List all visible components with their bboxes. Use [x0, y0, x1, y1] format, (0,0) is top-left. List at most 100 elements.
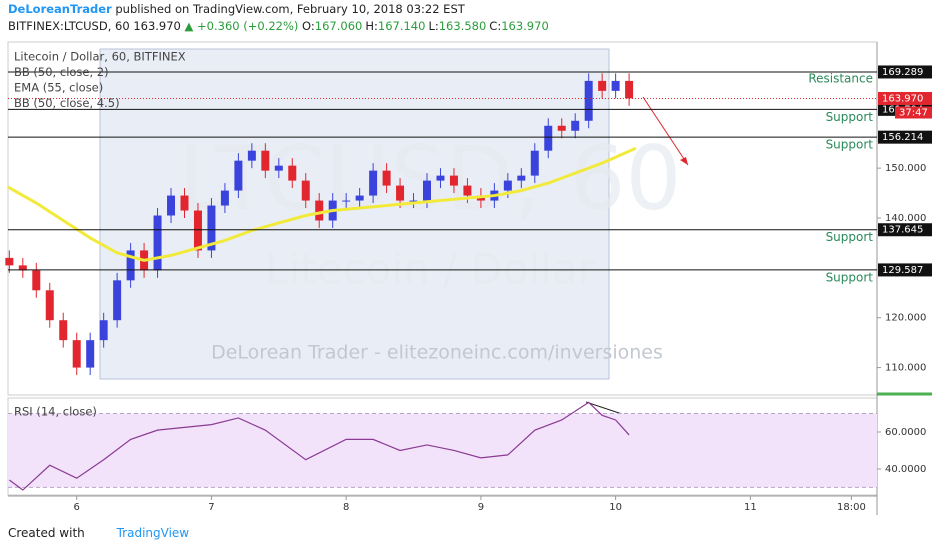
- candle-body: [315, 200, 324, 221]
- arrow: [642, 96, 689, 166]
- ohlc-value: 163.970: [501, 19, 549, 33]
- rsi-line: [8, 401, 630, 491]
- brand[interactable]: TradingView: [116, 526, 190, 540]
- candle-body: [584, 80, 593, 121]
- legend-entry: BB (50, close, 2): [14, 65, 109, 79]
- countdown-tag: [895, 106, 932, 119]
- candle-body: [355, 195, 364, 201]
- candle-body: [32, 270, 41, 291]
- y-tick-label: 40.0000: [885, 464, 926, 475]
- candle-body: [86, 340, 95, 368]
- ohlc-label: H:: [365, 19, 378, 33]
- author[interactable]: DeLoreanTrader: [8, 2, 112, 16]
- x-tick-label: 8: [343, 502, 349, 513]
- signature: DeLorean Trader - elitezoneinc.com/inver…: [211, 342, 663, 364]
- candle-body: [449, 175, 458, 186]
- price-tag: [878, 91, 932, 105]
- candle-body: [369, 170, 378, 196]
- price-tag: [878, 263, 932, 277]
- ohlc-label: C:: [489, 19, 502, 33]
- candle-body: [288, 165, 297, 181]
- candle-body: [396, 185, 405, 201]
- ohlc: O:167.060 H:167.140 L:163.580 C:163.970: [302, 19, 552, 33]
- y-tick-label: 120.000: [885, 313, 926, 324]
- x-tick-label: 10: [609, 502, 622, 513]
- y-tick-label: 60.0000: [885, 427, 926, 438]
- rsi-title: RSI (14, close): [14, 405, 97, 419]
- watermark: Litecoin / Dollar: [265, 245, 595, 294]
- y-tick-label: 150.000: [885, 163, 926, 174]
- rsi-trendline: [585, 401, 623, 415]
- candle-body: [99, 320, 108, 341]
- candle-body: [18, 265, 27, 271]
- last: 163.970: [133, 19, 181, 33]
- x-tick-label: 9: [478, 502, 484, 513]
- candle-body: [571, 120, 580, 131]
- candle-body: [544, 125, 553, 151]
- candle-body: [557, 125, 566, 131]
- candle-body: [220, 190, 229, 206]
- ohlc-value: 167.060: [314, 19, 363, 33]
- candle-body: [409, 200, 418, 202]
- symbol-line: BITFINEX:LTCUSD, 60 163.970 ▲ +0.360 (+0…: [8, 19, 552, 33]
- published: published on TradingView.com, February 1…: [115, 2, 465, 16]
- price-tag-label: 137.645: [882, 225, 923, 236]
- legend-entry: EMA (55, close): [14, 81, 103, 95]
- ohlc-value: 163.580: [438, 19, 487, 33]
- candle-body: [598, 80, 607, 91]
- price-tag-label: 156.214: [882, 132, 923, 143]
- candle-body: [436, 175, 445, 181]
- candle-body: [301, 180, 310, 201]
- candle-body: [72, 340, 81, 368]
- created: Created with: [8, 526, 85, 540]
- level-name: Resistance: [808, 71, 873, 85]
- candle-body: [153, 215, 162, 271]
- ema-line: [7, 146, 637, 262]
- level-name: Support: [826, 110, 874, 124]
- candle-body: [126, 250, 135, 281]
- ohlc-label: L:: [428, 19, 439, 33]
- candle-body: [423, 180, 432, 201]
- change: ▲ +0.360 (+0.22%): [184, 19, 299, 33]
- y-tick-label: 140.000: [885, 213, 926, 224]
- x-tick-label: 11: [744, 502, 757, 513]
- y-tick-label: 110.000: [885, 363, 926, 374]
- candle-body: [167, 195, 176, 216]
- candle-body: [45, 290, 54, 321]
- candle-body: [261, 150, 270, 171]
- price-tag-label: 169.289: [882, 67, 923, 78]
- legend-entry: Litecoin / Dollar, 60, BITFINEX: [14, 50, 186, 64]
- price-tag-label: 129.587: [882, 265, 923, 276]
- candle-body: [274, 165, 283, 171]
- candle-body: [247, 150, 256, 161]
- ohlc-label: O:: [302, 19, 315, 33]
- price-tag: [878, 65, 932, 79]
- candle-body: [234, 160, 243, 191]
- candle-body: [180, 195, 189, 211]
- price-tag: [878, 223, 932, 237]
- price-tag: [878, 130, 932, 144]
- candle-body: [193, 210, 202, 251]
- rsi-band-fill: [8, 413, 877, 488]
- x-tick-label: 6: [74, 502, 80, 513]
- candle-body: [611, 80, 620, 91]
- candle-body: [503, 180, 512, 191]
- footer: Created with TradingView: [8, 526, 189, 540]
- level-name: Support: [826, 230, 874, 244]
- header-line: DeLoreanTrader published on TradingView.…: [8, 2, 465, 16]
- countdown: 37:47: [899, 107, 928, 118]
- price-tag-label: 163.970: [882, 93, 923, 104]
- level-name: Support: [826, 138, 874, 152]
- candle-body: [382, 170, 391, 186]
- x-tick-label: 7: [208, 502, 214, 513]
- candle-body: [207, 205, 216, 251]
- ohlc-value: 167.140: [377, 19, 426, 33]
- candle-body: [463, 185, 472, 196]
- level-name: Support: [826, 270, 874, 284]
- candle-body: [5, 257, 14, 266]
- candle-body: [530, 150, 539, 176]
- candle-body: [625, 80, 634, 99]
- candle-body: [517, 175, 526, 181]
